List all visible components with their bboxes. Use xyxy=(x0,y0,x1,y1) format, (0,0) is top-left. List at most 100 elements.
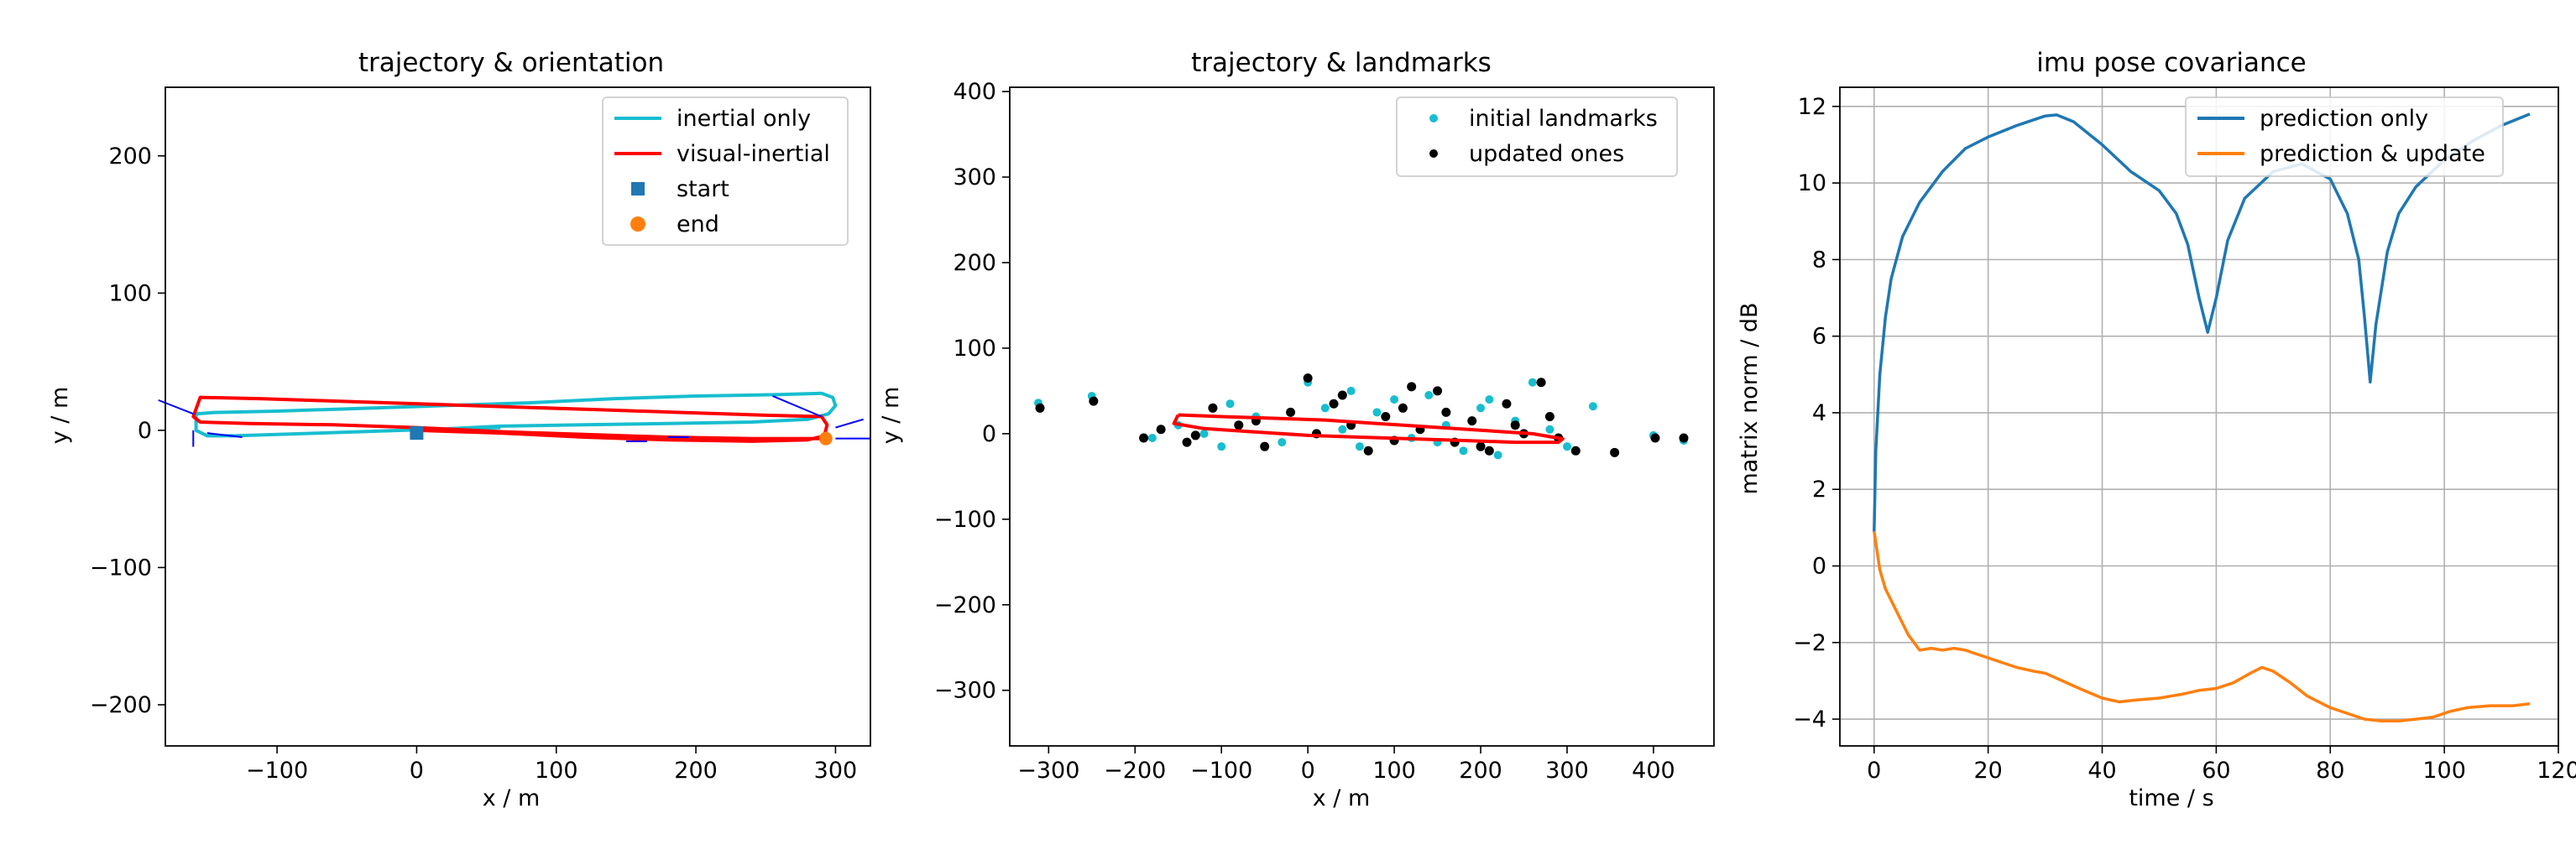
x-axis-label: time / s xyxy=(2129,785,2213,811)
chart-title: trajectory & landmarks xyxy=(1191,48,1492,78)
legend-frame xyxy=(2185,96,2504,177)
y-tick-label: 10 xyxy=(1798,170,1826,196)
x-tick-label: −300 xyxy=(1017,758,1079,784)
y-tick-label: 0 xyxy=(138,418,152,444)
landmark-point-updated xyxy=(1329,399,1339,409)
landmark-point-updated xyxy=(1234,420,1244,430)
landmark-point-updated xyxy=(1035,403,1045,413)
orientation-arrow xyxy=(772,395,823,418)
x-tick-label: −100 xyxy=(1190,758,1252,784)
y-tick-label: −300 xyxy=(934,678,996,704)
y-tick-label: 0 xyxy=(982,421,996,447)
chart-title: trajectory & orientation xyxy=(358,48,664,78)
end-marker xyxy=(818,431,833,446)
plot-area: 0 20 40 60 80 100 120 −4 −2 0 2 4 6 8 10 12 xyxy=(1793,86,2576,784)
y-tick-label: −100 xyxy=(90,555,152,581)
landmark-point-updated xyxy=(1407,382,1417,392)
landmark-point-updated xyxy=(1476,441,1486,451)
y-tick-label: 6 xyxy=(1812,324,1826,350)
x-tick-label: 120 xyxy=(2537,758,2576,784)
landmark-point-updated xyxy=(1467,416,1477,426)
landmark-point-initial xyxy=(1528,378,1537,387)
legend-frame xyxy=(1396,96,1678,177)
legend-label-inertial: inertial only xyxy=(677,106,811,132)
landmark-point-updated xyxy=(1502,399,1512,409)
x-tick-label: 300 xyxy=(1545,758,1589,784)
orientation-arrow xyxy=(206,432,243,439)
landmark-point-updated xyxy=(1570,446,1581,456)
y-tick-label: 200 xyxy=(108,143,152,169)
y-tick-label: 0 xyxy=(1812,553,1826,579)
y-tick-label: 12 xyxy=(1798,94,1826,120)
legend-swatch-initial xyxy=(1429,114,1438,123)
legend: prediction only prediction & update xyxy=(2185,96,2504,177)
axes-frame xyxy=(165,86,871,747)
landmark-point-initial xyxy=(1424,391,1434,400)
start-marker xyxy=(410,426,424,441)
chart-panel-trajectory-landmarks: trajectory & landmarks x / m y / m −300−… xyxy=(878,48,1715,811)
y-tick-label: −2 xyxy=(1793,630,1826,656)
landmark-point-initial xyxy=(1225,399,1235,409)
landmark-point-updated xyxy=(1544,412,1554,421)
landmark-point-updated xyxy=(1286,407,1296,417)
landmark-point-updated xyxy=(1089,396,1099,406)
landmark-point-initial xyxy=(1355,442,1364,451)
y-axis-label: matrix norm / dB xyxy=(1737,302,1763,494)
series-line-prediction-update xyxy=(1873,531,2531,723)
y-tick-label: −100 xyxy=(934,507,996,533)
x-tick-label: 20 xyxy=(1973,758,2002,784)
series-line-prediction-only xyxy=(1873,112,2531,532)
axes-frame xyxy=(1839,86,2559,747)
landmark-point-updated xyxy=(1303,373,1313,383)
landmark-point-initial xyxy=(1320,404,1330,413)
landmark-point-initial xyxy=(1278,438,1287,447)
landmark-point-updated xyxy=(1536,378,1546,388)
x-tick-label: 0 xyxy=(1301,758,1315,784)
landmark-point-updated xyxy=(1679,433,1689,443)
x-tick-label: 40 xyxy=(2087,758,2116,784)
legend-label-prediction-update: prediction & update xyxy=(2260,141,2485,167)
chart-panel-imu-pose-covariance: imu pose covariance time / s matrix norm… xyxy=(1737,48,2576,811)
x-tick-label: 100 xyxy=(2422,758,2466,784)
plot-area: −300 −200 −100 0 100 200 300 400 −300 −200 −100 0 10… xyxy=(934,79,1715,784)
y-tick-label: 300 xyxy=(953,164,996,190)
landmark-point-updated xyxy=(1398,403,1408,413)
landmark-point-updated xyxy=(1260,441,1270,451)
chart-title: imu pose covariance xyxy=(2036,48,2307,78)
landmark-point-updated xyxy=(1650,433,1660,443)
legend-label-updated: updated ones xyxy=(1469,141,1624,167)
orientation-arrow xyxy=(835,418,864,429)
x-tick-label: 400 xyxy=(1632,758,1675,784)
chart-panel-trajectory-orientation: trajectory & orientation x / m y / m −10… xyxy=(47,48,871,811)
legend-frame xyxy=(602,96,849,246)
landmark-point-initial xyxy=(1493,451,1502,460)
landmark-point-initial xyxy=(1346,386,1356,395)
landmark-point-initial xyxy=(1199,429,1209,438)
trajectory-line xyxy=(1172,413,1565,445)
landmark-point-updated xyxy=(1510,420,1520,430)
landmark-point-updated xyxy=(1190,430,1200,441)
y-tick-label: 100 xyxy=(108,280,152,306)
x-tick-label: 100 xyxy=(535,758,578,784)
legend-label-end: end xyxy=(677,211,719,237)
y-tick-label: 2 xyxy=(1812,477,1826,503)
landmark-point-initial xyxy=(1217,442,1226,451)
x-tick-label: 200 xyxy=(674,758,718,784)
landmark-point-updated xyxy=(1208,403,1218,413)
axes-frame xyxy=(1009,86,1715,747)
landmark-point-updated xyxy=(1381,412,1391,421)
landmark-point-updated xyxy=(1363,446,1373,456)
landmark-point-updated xyxy=(1139,433,1149,443)
landmark-point-initial xyxy=(1485,395,1494,404)
legend-swatch-start xyxy=(631,182,645,196)
landmark-point-updated xyxy=(1182,437,1192,447)
y-tick-label: −200 xyxy=(934,592,996,618)
landmark-point-initial xyxy=(1545,425,1554,434)
y-axis-label: y / m xyxy=(47,387,73,445)
orientation-arrow xyxy=(158,399,194,415)
legend-label-start: start xyxy=(677,176,729,202)
landmark-point-updated xyxy=(1433,386,1443,396)
landmark-point-initial xyxy=(1147,433,1157,442)
x-axis-label: x / m xyxy=(1313,785,1371,811)
landmark-point-initial xyxy=(1459,446,1468,456)
